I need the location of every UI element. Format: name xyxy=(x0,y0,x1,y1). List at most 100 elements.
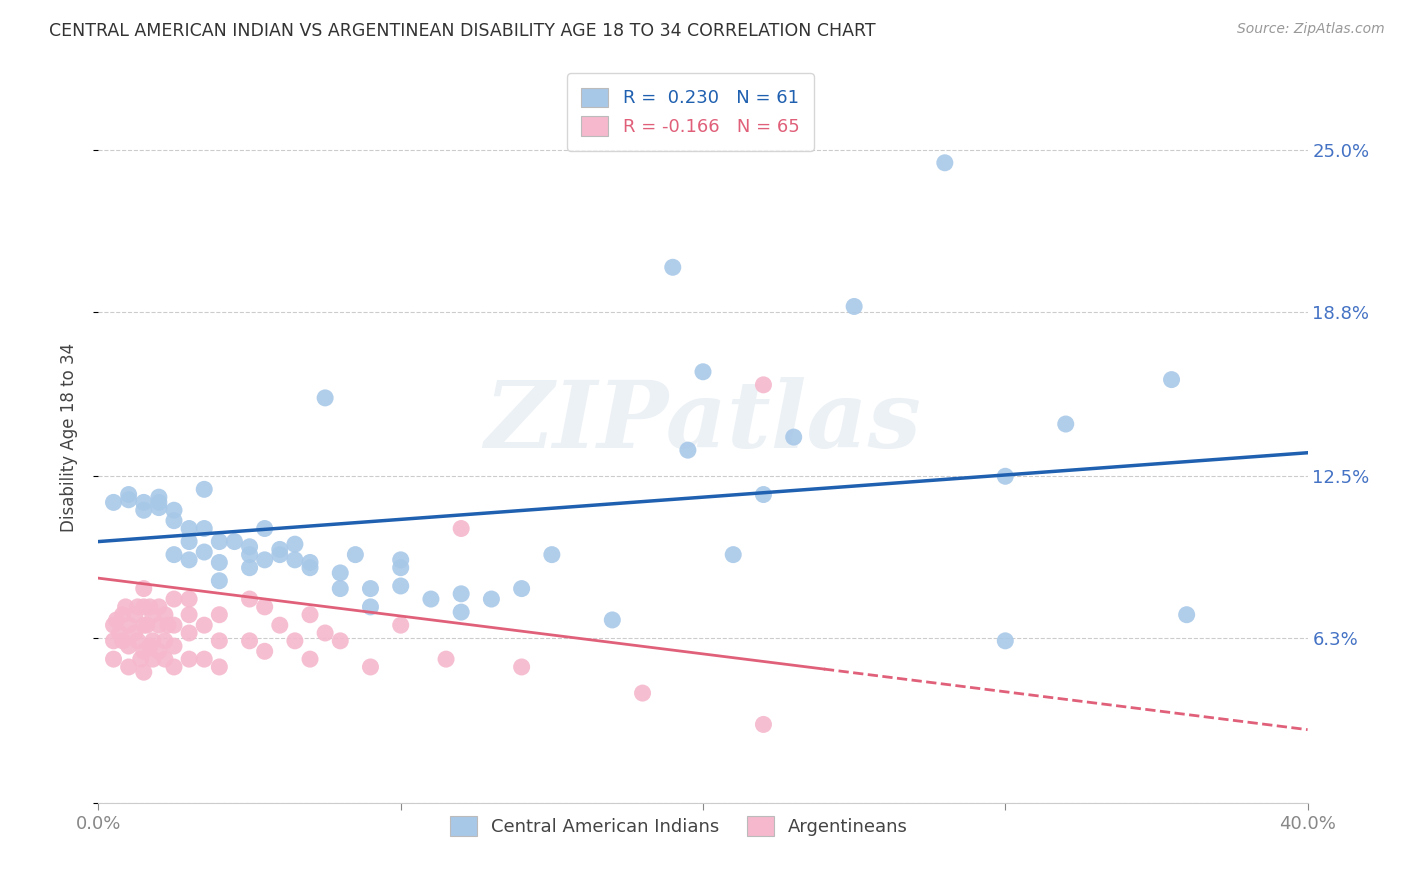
Point xyxy=(163,639,186,653)
Point xyxy=(481,592,503,607)
Point xyxy=(299,607,322,622)
Point xyxy=(103,652,125,666)
Point xyxy=(148,618,170,632)
Point xyxy=(163,592,186,607)
Point xyxy=(540,548,562,562)
Point xyxy=(934,156,956,170)
Point xyxy=(284,553,307,567)
Point xyxy=(253,521,276,535)
Point xyxy=(299,652,322,666)
Point xyxy=(139,639,162,653)
Point xyxy=(129,652,152,666)
Point xyxy=(299,556,322,570)
Point xyxy=(1175,607,1198,622)
Point xyxy=(329,582,352,596)
Text: Source: ZipAtlas.com: Source: ZipAtlas.com xyxy=(1237,22,1385,37)
Point xyxy=(148,644,170,658)
Point xyxy=(132,665,155,680)
Point xyxy=(631,686,654,700)
Point xyxy=(389,579,412,593)
Point xyxy=(752,377,775,392)
Point xyxy=(360,660,382,674)
Point xyxy=(132,503,155,517)
Point xyxy=(132,495,155,509)
Point xyxy=(239,548,262,562)
Point xyxy=(692,365,714,379)
Point xyxy=(208,556,231,570)
Point xyxy=(193,483,215,497)
Point xyxy=(510,582,533,596)
Point xyxy=(111,607,134,622)
Point xyxy=(299,560,322,574)
Point xyxy=(179,592,201,607)
Point xyxy=(179,607,201,622)
Point xyxy=(153,607,176,622)
Point xyxy=(103,633,125,648)
Point xyxy=(118,660,141,674)
Point xyxy=(314,626,336,640)
Point xyxy=(994,469,1017,483)
Point xyxy=(114,599,136,614)
Point xyxy=(132,618,155,632)
Point xyxy=(602,613,624,627)
Point xyxy=(269,548,291,562)
Point xyxy=(844,300,866,314)
Point xyxy=(193,652,215,666)
Point xyxy=(510,660,533,674)
Point xyxy=(723,548,745,562)
Text: ZIPatlas: ZIPatlas xyxy=(485,377,921,467)
Point xyxy=(994,633,1017,648)
Point xyxy=(1160,373,1182,387)
Point xyxy=(148,495,170,509)
Point xyxy=(108,626,131,640)
Text: CENTRAL AMERICAN INDIAN VS ARGENTINEAN DISABILITY AGE 18 TO 34 CORRELATION CHART: CENTRAL AMERICAN INDIAN VS ARGENTINEAN D… xyxy=(49,22,876,40)
Point xyxy=(389,553,412,567)
Point xyxy=(676,443,699,458)
Point xyxy=(360,582,382,596)
Point xyxy=(1054,417,1077,431)
Point xyxy=(148,599,170,614)
Point xyxy=(450,605,472,619)
Point xyxy=(253,599,276,614)
Point xyxy=(239,540,262,554)
Point xyxy=(314,391,336,405)
Point xyxy=(179,521,201,535)
Point xyxy=(208,660,231,674)
Point xyxy=(269,542,291,557)
Point xyxy=(450,587,472,601)
Point xyxy=(142,607,165,622)
Point xyxy=(253,644,276,658)
Point xyxy=(329,566,352,580)
Point xyxy=(752,487,775,501)
Point xyxy=(111,633,134,648)
Point xyxy=(284,537,307,551)
Point xyxy=(208,574,231,588)
Point xyxy=(179,626,201,640)
Point xyxy=(661,260,683,275)
Point xyxy=(284,633,307,648)
Point xyxy=(118,487,141,501)
Point xyxy=(239,560,262,574)
Point xyxy=(118,639,141,653)
Point xyxy=(389,560,412,574)
Point xyxy=(783,430,806,444)
Point xyxy=(179,652,201,666)
Point xyxy=(224,534,246,549)
Point xyxy=(124,626,146,640)
Point xyxy=(163,618,186,632)
Point xyxy=(239,633,262,648)
Point xyxy=(208,534,231,549)
Point xyxy=(142,633,165,648)
Point xyxy=(132,644,155,658)
Point xyxy=(103,495,125,509)
Point xyxy=(752,717,775,731)
Point xyxy=(118,618,141,632)
Point xyxy=(420,592,443,607)
Point xyxy=(208,633,231,648)
Point xyxy=(193,618,215,632)
Point xyxy=(139,599,162,614)
Point xyxy=(153,652,176,666)
Point xyxy=(127,599,149,614)
Point xyxy=(163,660,186,674)
Point xyxy=(253,553,276,567)
